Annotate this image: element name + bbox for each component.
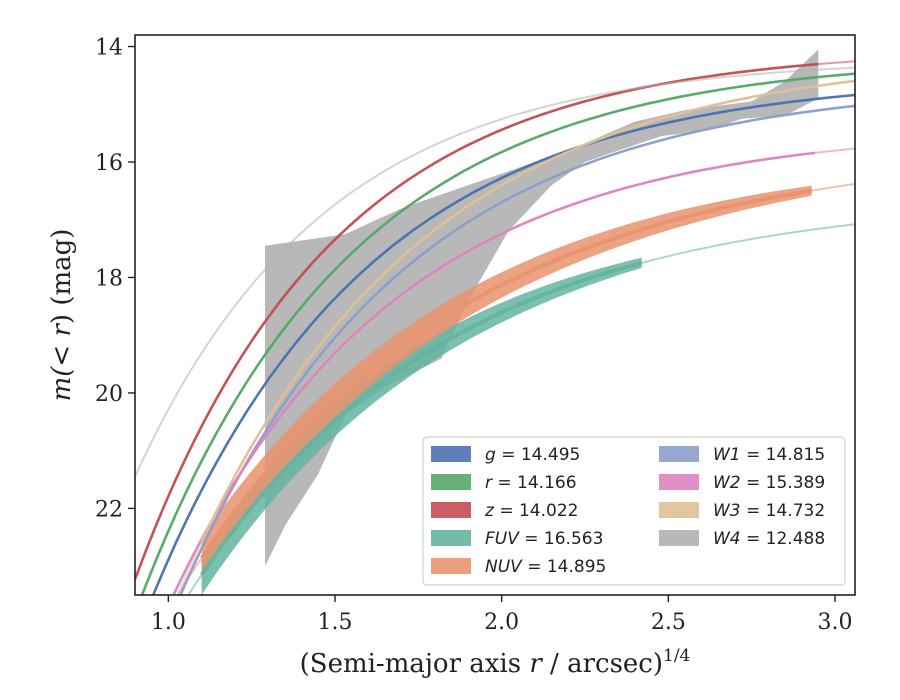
y-tick-label: 20 — [95, 382, 123, 407]
y-tick-label: 16 — [95, 151, 123, 176]
legend-swatch-NUV — [431, 558, 471, 574]
line-r — [140, 72, 855, 595]
curves-layer — [135, 60, 855, 595]
x-axis-label-rest: / arcsec) — [542, 649, 663, 679]
legend-swatch-FUV — [431, 530, 471, 546]
x-axis-label-main: (Semi-major axis — [300, 649, 530, 679]
line-FUV — [200, 260, 643, 576]
line-g — [151, 93, 855, 595]
y-axis-label-main: m( — [47, 366, 77, 402]
line-NUV — [200, 188, 813, 560]
legend-swatch-W4 — [659, 530, 699, 546]
legend-items: g = 14.495 r = 14.166 z = 14.022 FUV = 16.5… — [431, 445, 825, 577]
y-tick-label: 14 — [95, 36, 123, 61]
y-axis-ticks: 14 16 18 20 22 — [95, 36, 135, 522]
y-axis-label-var: < r — [47, 323, 77, 367]
legend: g = 14.495 r = 14.166 z = 14.022 FUV = 16.5… — [422, 436, 846, 586]
x-tick-label: 3.0 — [818, 610, 853, 635]
legend-swatch-W2 — [659, 474, 699, 490]
legend-swatch-r — [431, 474, 471, 490]
x-tick-label: 1.5 — [318, 610, 353, 635]
line-W3 — [200, 79, 855, 543]
x-tick-label: 2.0 — [484, 610, 519, 635]
line-W1 — [179, 104, 855, 595]
plot-frame — [134, 34, 856, 596]
legend-label-r: r = 14.166 — [485, 473, 577, 493]
x-axis-label-sup: 1/4 — [663, 646, 690, 666]
x-axis-ticks: 1.0 1.5 2.0 2.5 3.0 — [151, 595, 853, 635]
x-axis-label: (Semi-major axis r / arcsec)1/4 — [300, 646, 691, 679]
extrapolation-W4 — [135, 66, 855, 478]
extrapolation-NUV — [176, 183, 855, 595]
legend-label-W1: W1 = 14.815 — [713, 445, 825, 465]
legend-label-z: z = 14.022 — [484, 501, 578, 521]
x-tick-label: 2.5 — [651, 610, 686, 635]
legend-label-W2: W2 = 15.389 — [713, 473, 825, 493]
legend-label-NUV: NUV = 14.895 — [485, 557, 606, 577]
line-W2 — [172, 151, 816, 595]
legend-label-FUV: FUV = 16.563 — [485, 529, 603, 549]
x-tick-label: 1.0 — [151, 610, 186, 635]
y-axis-label: m(< r) (mag) — [47, 229, 77, 402]
line-z — [135, 62, 819, 580]
x-axis-label-var: r — [529, 649, 543, 679]
legend-label-W4: W4 = 12.488 — [713, 529, 825, 549]
legend-swatch-z — [431, 502, 471, 518]
y-tick-label: 18 — [95, 266, 123, 291]
legend-swatch-g — [431, 446, 471, 462]
legend-swatch-W3 — [659, 502, 699, 518]
y-tick-label: 22 — [95, 497, 123, 522]
y-axis-label-rest: ) (mag) — [47, 229, 77, 325]
legend-label-g: g = 14.495 — [485, 445, 580, 465]
legend-label-W3: W3 = 14.732 — [713, 501, 825, 521]
band-W4 — [265, 49, 819, 567]
legend-swatch-W1 — [659, 446, 699, 462]
legend-box — [422, 436, 846, 586]
bands-layer — [201, 49, 819, 595]
